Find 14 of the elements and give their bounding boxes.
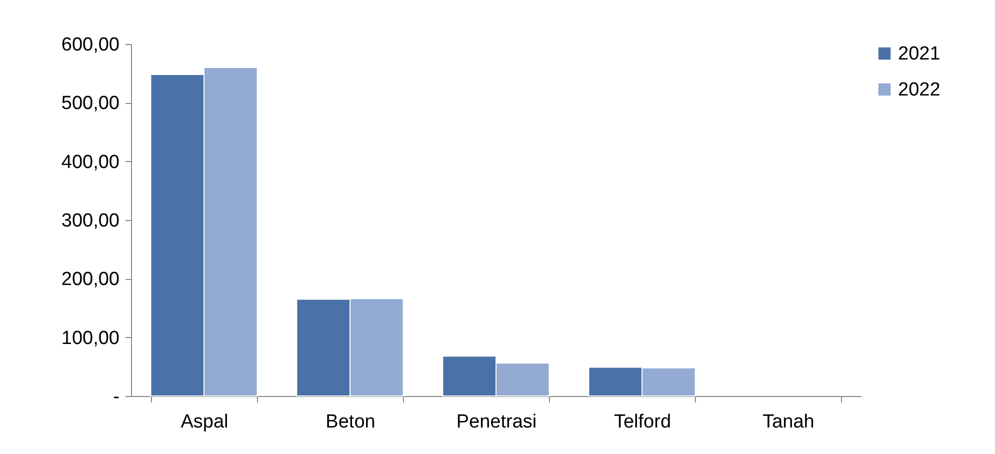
y-tick-label: - bbox=[113, 386, 120, 408]
y-tick-label: 600,00 bbox=[61, 34, 120, 56]
y-tick-label: 100,00 bbox=[61, 328, 120, 349]
y-tick-label: 400,00 bbox=[61, 152, 120, 173]
y-tick-label: 300,00 bbox=[61, 210, 120, 232]
y-tick-label: 200,00 bbox=[61, 269, 120, 290]
x-tick-label: Beton bbox=[326, 412, 376, 432]
legend-label: 2021 bbox=[898, 44, 940, 64]
x-tick-label: Penetrasi bbox=[456, 412, 537, 432]
y-tick-label: 500,00 bbox=[61, 93, 120, 114]
x-tick-label: Tanah bbox=[762, 412, 814, 432]
x-tick-label: Aspal bbox=[180, 412, 228, 432]
x-tick-label: Telford bbox=[614, 412, 672, 432]
legend-label: 2022 bbox=[898, 80, 940, 100]
